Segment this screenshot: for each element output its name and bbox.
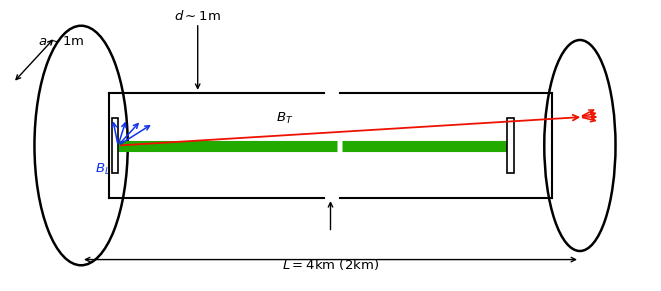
Text: $L=4\mathrm{km}\ (2\mathrm{km})$: $L=4\mathrm{km}\ (2\mathrm{km})$ [282, 258, 379, 272]
Ellipse shape [34, 26, 128, 265]
Bar [112, 118, 118, 173]
Text: $B_T$: $B_T$ [276, 111, 294, 126]
Bar [508, 118, 514, 173]
Ellipse shape [544, 40, 615, 251]
Text: $a\sim 1\mathrm{m}$: $a\sim 1\mathrm{m}$ [38, 35, 84, 48]
Text: $B_L$: $B_L$ [95, 162, 110, 177]
Text: $d\sim 1\mathrm{m}$: $d\sim 1\mathrm{m}$ [175, 9, 221, 23]
